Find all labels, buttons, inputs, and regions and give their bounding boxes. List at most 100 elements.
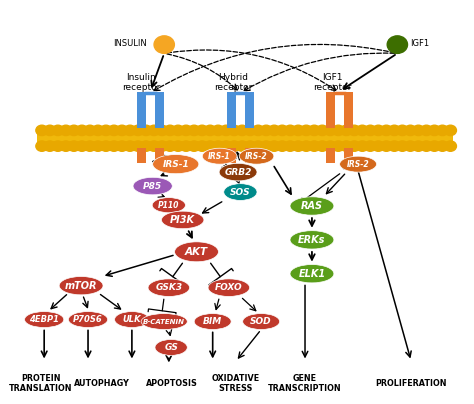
Circle shape [76,141,88,152]
Circle shape [140,125,152,136]
Circle shape [380,141,392,152]
Circle shape [140,141,152,152]
Circle shape [180,125,192,136]
Ellipse shape [243,314,280,330]
Circle shape [84,141,96,152]
Circle shape [332,125,344,136]
Text: GSK3: GSK3 [155,283,182,292]
FancyBboxPatch shape [155,93,164,128]
FancyBboxPatch shape [227,93,236,128]
Circle shape [284,125,296,136]
FancyBboxPatch shape [326,148,336,163]
Text: GS: GS [164,343,178,352]
Circle shape [316,125,328,136]
Circle shape [292,125,304,136]
FancyBboxPatch shape [344,93,353,128]
Circle shape [68,141,80,152]
Ellipse shape [115,311,149,328]
Text: P85: P85 [143,181,162,191]
Circle shape [148,141,160,152]
Circle shape [252,141,264,152]
Text: B-CATENIN: B-CATENIN [143,318,185,324]
Ellipse shape [290,197,334,215]
FancyBboxPatch shape [326,93,336,128]
Text: GENE
TRANSCRIPTION: GENE TRANSCRIPTION [268,374,342,393]
FancyBboxPatch shape [37,128,453,149]
Circle shape [316,141,328,152]
Circle shape [36,141,48,152]
Circle shape [365,125,376,136]
Circle shape [108,141,120,152]
Circle shape [52,125,64,136]
Text: INSULIN: INSULIN [113,39,146,48]
Circle shape [212,141,224,152]
Circle shape [44,141,56,152]
Circle shape [412,141,424,152]
FancyBboxPatch shape [227,148,236,163]
Circle shape [116,141,128,152]
Text: GRB2: GRB2 [224,168,252,177]
Circle shape [84,125,96,136]
Circle shape [445,141,456,152]
Circle shape [172,125,184,136]
Circle shape [156,141,168,152]
Text: ELK1: ELK1 [298,269,326,279]
Circle shape [445,125,456,136]
Ellipse shape [290,265,334,283]
Circle shape [404,125,416,136]
Circle shape [348,141,360,152]
Circle shape [244,125,256,136]
Circle shape [396,141,409,152]
Circle shape [180,141,192,152]
Ellipse shape [174,242,219,262]
Text: OXIDATIVE
STRESS: OXIDATIVE STRESS [212,374,260,393]
Ellipse shape [25,311,64,328]
Circle shape [404,141,416,152]
Circle shape [164,125,176,136]
Circle shape [332,141,344,152]
Circle shape [156,125,168,136]
Text: APOPTOSIS: APOPTOSIS [146,379,198,388]
Ellipse shape [153,155,199,174]
Circle shape [236,125,248,136]
Text: SOS: SOS [230,187,251,196]
Circle shape [76,125,88,136]
Circle shape [388,125,401,136]
Circle shape [204,141,216,152]
Text: IGF1: IGF1 [410,39,429,48]
Circle shape [236,141,248,152]
Circle shape [36,125,48,136]
Circle shape [348,125,360,136]
Ellipse shape [141,314,187,330]
Circle shape [220,125,232,136]
Text: IGF1
receptor: IGF1 receptor [313,73,352,93]
Text: IRS-2: IRS-2 [245,152,268,161]
Circle shape [188,141,200,152]
Circle shape [373,125,384,136]
Circle shape [260,141,272,152]
Circle shape [420,125,432,136]
FancyBboxPatch shape [245,148,254,163]
Circle shape [324,141,336,152]
Text: PI3K: PI3K [170,215,195,225]
Text: ULK: ULK [123,315,141,324]
Circle shape [420,141,432,152]
Ellipse shape [155,339,187,356]
Circle shape [300,125,312,136]
Circle shape [172,141,184,152]
Circle shape [124,141,136,152]
Ellipse shape [224,184,257,200]
Text: PROLIFERATION: PROLIFERATION [375,379,447,388]
Ellipse shape [208,279,250,297]
Ellipse shape [290,231,334,249]
Circle shape [132,125,144,136]
Circle shape [373,141,384,152]
Text: RAS: RAS [301,201,323,211]
Ellipse shape [68,311,108,328]
Text: 4EBP1: 4EBP1 [29,315,59,324]
FancyBboxPatch shape [245,93,254,128]
FancyBboxPatch shape [155,148,164,163]
Circle shape [260,125,272,136]
Ellipse shape [239,148,274,164]
Circle shape [356,141,368,152]
